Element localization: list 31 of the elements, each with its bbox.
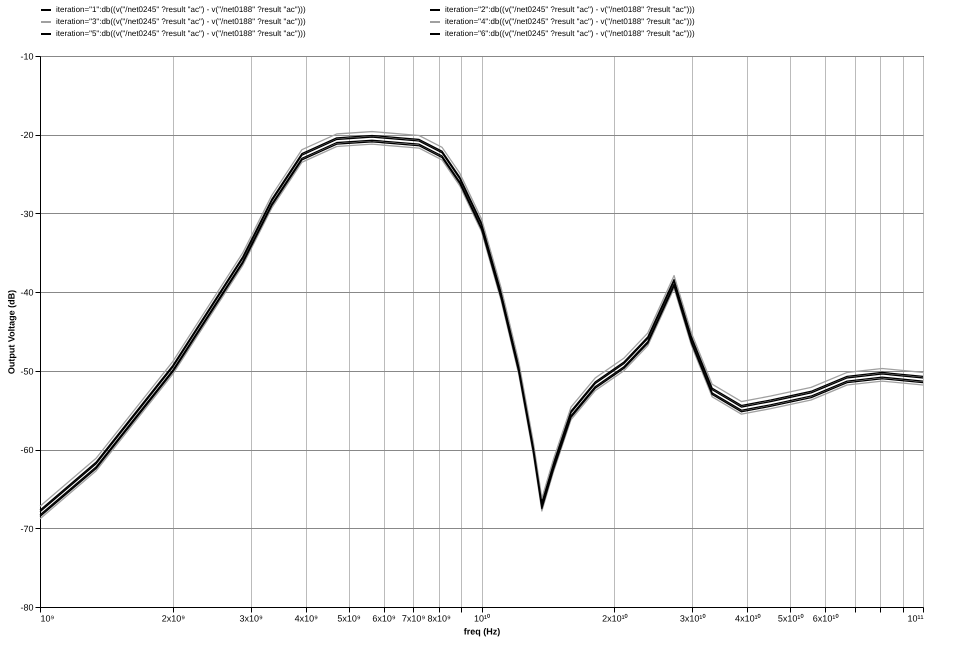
x-tick-label: 10¹⁰ [474, 614, 490, 624]
y-tick-label: -10 [20, 52, 34, 62]
y-tick-label: -40 [20, 288, 34, 298]
x-tick-label: 10¹¹ [907, 614, 924, 624]
x-tick-label: 5x10⁹ [337, 614, 361, 624]
x-tick-label: 5x10¹⁰ [778, 614, 804, 624]
x-tick-label: 8x10⁹ [428, 614, 452, 624]
x-tick-label: 2x10¹⁰ [602, 614, 628, 624]
y-tick-label: -60 [20, 445, 34, 456]
x-tick-label: 7x10⁹ [402, 614, 426, 624]
legend-label: iteration="4":db((v("/net0245" ?result "ac") - v("/net0188" ?result "ac"))) [445, 17, 695, 26]
y-tick-label: -80 [20, 602, 34, 612]
x-tick-label: 6x10⁹ [372, 614, 396, 624]
legend-label: iteration="6":db((v("/net0245" ?result "ac") - v("/net0188" ?result "ac"))) [445, 29, 695, 38]
x-tick-label: 4x10¹⁰ [735, 614, 761, 624]
x-tick-label: 6x10¹⁰ [812, 614, 838, 624]
x-axis-title: freq (Hz) [464, 626, 500, 636]
y-tick-label: -20 [20, 130, 34, 140]
y-tick-label: -50 [20, 366, 34, 376]
x-tick-label: 2x10⁹ [162, 614, 186, 624]
legend-label: iteration="2":db((v("/net0245" ?result "ac") - v("/net0188" ?result "ac"))) [445, 5, 695, 14]
legend-label: iteration="3":db((v("/net0245" ?result "ac") - v("/net0188" ?result "ac"))) [56, 17, 306, 26]
x-tick-label: 3x10⁹ [239, 614, 263, 624]
legend-label: iteration="5":db((v("/net0245" ?result "ac") - v("/net0188" ?result "ac"))) [56, 29, 306, 38]
x-tick-label: 3x10¹⁰ [680, 614, 706, 624]
y-tick-label: -70 [20, 524, 34, 534]
y-tick-label: -30 [20, 208, 34, 219]
x-tick-label: 4x10⁹ [294, 614, 318, 624]
y-axis-title: Output Voltage (dB) [6, 290, 16, 374]
x-tick-label: 10⁹ [40, 614, 55, 624]
legend-label: iteration="1":db((v("/net0245" ?result "ac") - v("/net0188" ?result "ac"))) [56, 5, 306, 14]
